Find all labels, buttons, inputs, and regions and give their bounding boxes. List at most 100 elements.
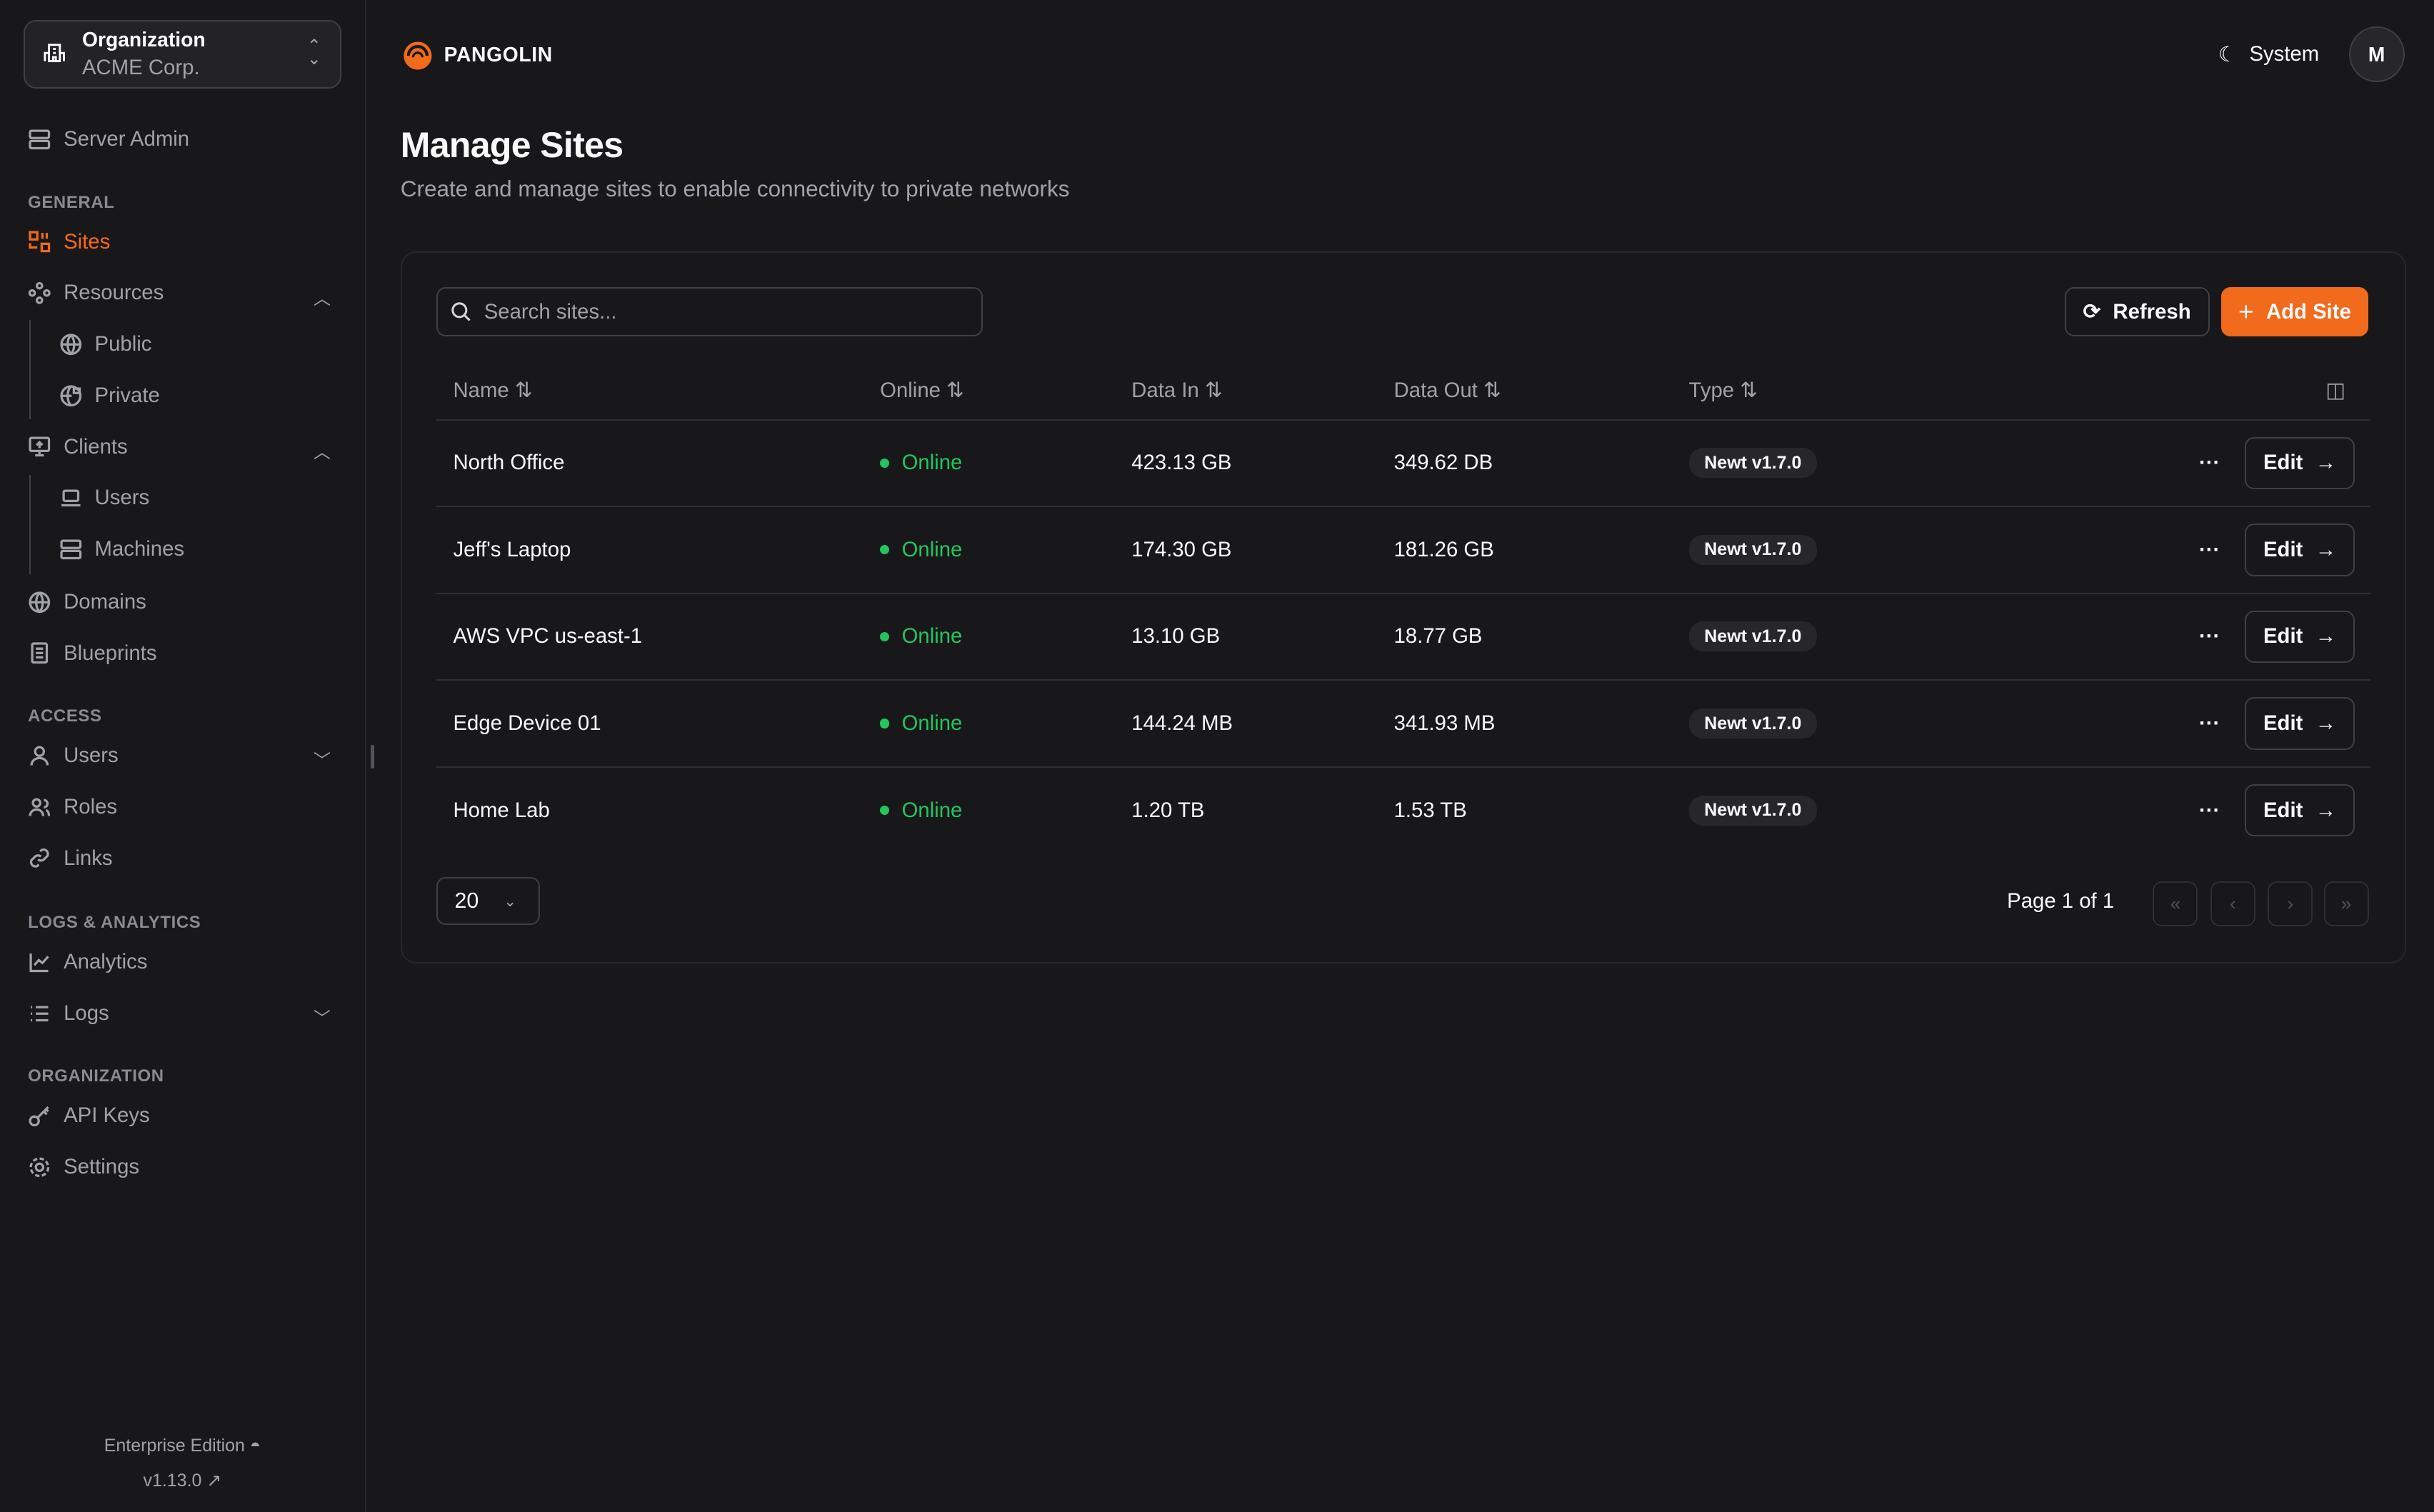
chevron-up-icon[interactable]: ︿ — [314, 442, 331, 462]
pangolin-logo-icon — [404, 41, 432, 70]
next-page-button[interactable]: › — [2268, 881, 2313, 927]
edit-button[interactable]: Edit → — [2245, 610, 2355, 664]
globe-lock-icon — [60, 384, 81, 406]
sidebar-item-server-admin[interactable]: Server Admin — [28, 127, 189, 151]
prev-page-button[interactable]: ‹ — [2210, 881, 2255, 927]
org-label: Organization — [82, 27, 206, 51]
data-in: 144.24 MB — [1114, 680, 1377, 768]
key-icon — [29, 1106, 49, 1127]
type: Newt v1.7.0 — [1671, 419, 1938, 508]
more-icon[interactable]: ··· — [2199, 451, 2220, 475]
col-name[interactable]: Name ⇅ — [436, 361, 863, 421]
resources-label: Resources — [64, 281, 164, 305]
sort-icon: ⇅ — [946, 378, 964, 402]
page-size-select[interactable]: 20 ⌄ — [436, 876, 541, 926]
search-icon — [451, 302, 471, 322]
page-title: Manage Sites — [400, 124, 623, 165]
more-icon[interactable]: ··· — [2199, 711, 2220, 735]
gear-icon — [29, 1157, 50, 1177]
add-site-button[interactable]: + Add Site — [2221, 286, 2368, 337]
online-label: Online — [901, 451, 963, 475]
sidebar-item-roles[interactable]: Roles — [28, 795, 117, 819]
col-data-in-label: Data In — [1131, 378, 1199, 402]
site-name[interactable]: Jeff's Laptop — [436, 506, 863, 594]
search-input[interactable]: Search sites... — [436, 286, 983, 337]
sidebar-item-machines[interactable]: Machines — [59, 537, 184, 561]
more-icon[interactable]: ··· — [2199, 537, 2220, 561]
site-name[interactable]: AWS VPC us-east-1 — [436, 593, 863, 681]
sidebar-item-public[interactable]: Public — [59, 332, 151, 356]
site-name[interactable]: North Office — [436, 419, 863, 508]
sidebar-item-sites[interactable]: Sites — [28, 230, 110, 254]
table-header: Name ⇅ Online ⇅ Data In ⇅ Data Out ⇅ Typ… — [436, 361, 2370, 421]
chevron-down-icon[interactable]: ﹀ — [314, 1009, 331, 1029]
more-icon[interactable]: ··· — [2199, 798, 2220, 822]
edition-info[interactable]: Enterprise Edition ◓ — [0, 1436, 365, 1456]
sidebar-resize-handle[interactable] — [371, 745, 374, 768]
sort-icon: ⇅ — [1740, 378, 1758, 402]
col-data-in[interactable]: Data In ⇅ — [1114, 361, 1377, 421]
section-general: GENERAL — [28, 192, 115, 212]
section-logs: LOGS & ANALYTICS — [28, 913, 201, 933]
col-data-out[interactable]: Data Out ⇅ — [1376, 361, 1672, 421]
edit-button[interactable]: Edit → — [2245, 783, 2355, 837]
sidebar-item-client-users[interactable]: Users — [59, 486, 149, 510]
sidebar-item-settings[interactable]: Settings — [28, 1155, 139, 1179]
data-out: 18.77 GB — [1376, 593, 1672, 681]
sidebar-item-analytics[interactable]: Analytics — [28, 950, 147, 974]
sidebar-item-domains[interactable]: Domains — [28, 590, 146, 614]
table-row: Home Lab Online 1.20 TB 1.53 TB Newt v1.… — [436, 767, 2370, 853]
settings-label: Settings — [64, 1155, 140, 1179]
theme-toggle[interactable]: ☾ System — [2218, 42, 2319, 67]
server-admin-label: Server Admin — [64, 127, 190, 151]
org-name: ACME Corp. — [82, 56, 200, 80]
first-page-button[interactable]: « — [2153, 881, 2198, 927]
sidebar-item-resources[interactable]: Resources — [28, 281, 164, 305]
last-page-button[interactable]: » — [2323, 881, 2369, 927]
chevron-down-icon[interactable]: ﹀ — [314, 751, 331, 771]
globe-icon — [60, 334, 81, 355]
edit-button[interactable]: Edit → — [2245, 524, 2355, 576]
server-icon — [29, 129, 51, 150]
brand-logo[interactable]: PANGOLIN — [401, 37, 553, 71]
data-out: 181.26 GB — [1376, 506, 1672, 594]
status-dot — [880, 719, 890, 729]
online-status: Online — [863, 419, 1115, 508]
org-switcher[interactable]: Organization ACME Corp. ⌃ ⌄ — [23, 20, 341, 89]
sidebar-item-clients[interactable]: Clients — [28, 435, 128, 459]
sidebar-item-links[interactable]: Links — [28, 846, 113, 871]
divider — [29, 475, 31, 575]
more-icon[interactable]: ··· — [2199, 624, 2220, 649]
sites-label: Sites — [64, 229, 111, 254]
version-label: v1.13.0 — [143, 1471, 202, 1491]
theme-label: System — [2249, 42, 2320, 66]
sidebar-item-private[interactable]: Private — [59, 384, 160, 408]
site-name[interactable]: Home Lab — [453, 798, 550, 822]
type-badge: Newt v1.7.0 — [1688, 534, 1818, 565]
edit-label: Edit — [2263, 537, 2303, 561]
type-badge: Newt v1.7.0 — [1688, 621, 1818, 652]
sidebar-item-blueprints[interactable]: Blueprints — [28, 641, 157, 666]
edit-button[interactable]: Edit → — [2245, 697, 2355, 750]
moon-icon: ☾ — [2218, 42, 2238, 66]
chevron-up-icon[interactable]: ︿ — [314, 289, 331, 309]
github-icon: ◓ — [249, 1436, 261, 1456]
col-type[interactable]: Type ⇅ — [1671, 361, 1938, 421]
page-info: Page 1 of 1 — [2007, 889, 2115, 913]
col-data-out-label: Data Out — [1393, 378, 1478, 402]
version-link[interactable]: v1.13.0 ↗ — [0, 1470, 365, 1491]
edit-button[interactable]: Edit → — [2245, 436, 2355, 490]
online-label: Online — [901, 624, 963, 649]
avatar[interactable]: M — [2348, 26, 2405, 83]
online-status: Online — [863, 506, 1115, 594]
sidebar-item-api-keys[interactable]: API Keys — [28, 1103, 150, 1128]
site-name[interactable]: Edge Device 01 — [436, 680, 863, 768]
col-online[interactable]: Online ⇅ — [863, 361, 1115, 421]
domains-label: Domains — [64, 589, 146, 614]
links-label: Links — [64, 846, 113, 870]
columns-toggle[interactable]: ◫ — [1937, 361, 2370, 421]
row-actions: ··· Edit → — [1937, 593, 2370, 681]
sidebar-item-logs[interactable]: Logs — [28, 1001, 109, 1026]
refresh-button[interactable]: ⟳ Refresh — [2064, 286, 2210, 337]
sidebar-item-users[interactable]: Users — [28, 744, 119, 768]
